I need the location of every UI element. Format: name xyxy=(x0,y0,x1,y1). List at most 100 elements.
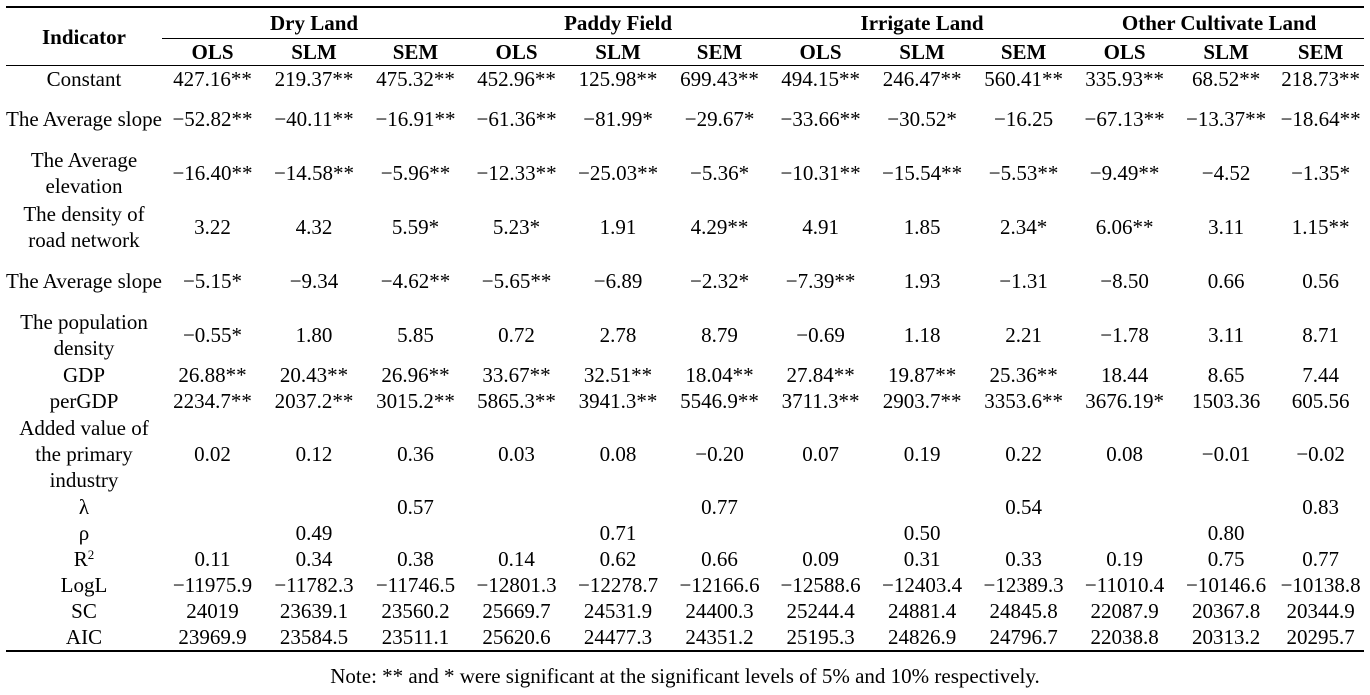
row-label-text: GDP xyxy=(62,363,105,387)
method-header: SEM xyxy=(973,38,1075,66)
table-cell: 0.08 xyxy=(599,442,637,466)
row-label: LogL xyxy=(6,572,162,598)
table-cell: −25.03** xyxy=(577,161,659,185)
table-cell: 25.36** xyxy=(989,363,1058,387)
table-cell: 0.09 xyxy=(802,547,839,571)
table-cell: −12.33** xyxy=(476,161,557,185)
table-cell: 1.91 xyxy=(599,215,637,239)
table-cell: −14.58** xyxy=(273,161,355,185)
method-header: SLM xyxy=(871,38,974,66)
row-label: The Average slope xyxy=(6,92,162,146)
table-cell: 5865.3** xyxy=(477,389,556,413)
table-cell: 125.98** xyxy=(578,67,658,91)
table-cell: −8.50 xyxy=(1100,269,1149,293)
table-cell: 0.75 xyxy=(1207,547,1245,571)
table-cell: 0.22 xyxy=(1005,442,1042,466)
row-label-text: Constant xyxy=(46,67,122,91)
table-cell: 3711.3** xyxy=(781,389,860,413)
method-header: SEM xyxy=(1277,38,1365,66)
table-cell xyxy=(1175,494,1277,520)
table-cell: −67.13** xyxy=(1084,107,1165,131)
table-cell: 0.34 xyxy=(295,547,333,571)
table-cell xyxy=(973,520,1074,546)
row-label-text: perGDP xyxy=(49,389,119,413)
row-label-text: Added value of the primary industry xyxy=(19,416,149,492)
row-label: R2 xyxy=(6,546,162,572)
table-cell: 475.32** xyxy=(376,67,455,91)
table-cell: 1.15** xyxy=(1291,215,1350,239)
table-cell: 0.54 xyxy=(1005,495,1042,519)
table-cell: −16.25 xyxy=(994,107,1054,131)
table-cell: 219.37** xyxy=(274,67,354,91)
row-label-text: ρ xyxy=(78,521,90,545)
row-label-text: The Average elevation xyxy=(30,148,138,198)
table-cell: 0.49 xyxy=(295,521,333,545)
table-cell xyxy=(162,520,263,546)
table-row: Constant 427.16** 219.37** 475.32** 452.96**… xyxy=(6,66,1364,93)
table-cell xyxy=(770,520,871,546)
method-header: OLS xyxy=(466,38,568,66)
table-cell: 560.41** xyxy=(984,67,1063,91)
table-cell xyxy=(669,520,770,546)
method-header: OLS xyxy=(770,38,872,66)
table-cell: 1.93 xyxy=(903,269,941,293)
table-cell: 0.57 xyxy=(397,495,434,519)
table-row: The population density −0.55* 1.80 5.85 0.72… xyxy=(6,308,1364,362)
row-label: GDP xyxy=(6,362,162,388)
row-label: perGDP xyxy=(6,388,162,414)
table-cell: −12278.7 xyxy=(577,573,659,597)
method-header: SLM xyxy=(1175,38,1278,66)
table-cell: 0.80 xyxy=(1207,521,1245,545)
table-cell: 24400.3 xyxy=(685,599,754,623)
table-cell: 0.19 xyxy=(1106,547,1143,571)
table-cell: 335.93** xyxy=(1085,67,1164,91)
table-row: ρ 0.49 0.71 0.50 0.80 xyxy=(6,520,1364,546)
table-cell: −12166.6 xyxy=(679,573,760,597)
table-cell: 6.06** xyxy=(1095,215,1154,239)
table-cell: 8.71 xyxy=(1302,323,1339,347)
table-cell: −9.34 xyxy=(289,269,339,293)
table-cell: 0.56 xyxy=(1302,269,1339,293)
row-label-text: The Average slope xyxy=(6,269,162,293)
table-cell: 0.38 xyxy=(397,547,434,571)
table-cell: 4.91 xyxy=(802,215,839,239)
table-cell: −81.99* xyxy=(583,107,653,131)
table-cell: −10146.6 xyxy=(1186,573,1267,597)
table-cell: 24531.9 xyxy=(583,599,653,623)
row-label-text: λ xyxy=(78,495,90,519)
table-cell xyxy=(1277,520,1364,546)
table-cell: 0.14 xyxy=(498,547,535,571)
row-label: The population density xyxy=(6,308,162,362)
row-label-text: The population density xyxy=(20,310,148,360)
table-cell: −0.02 xyxy=(1296,442,1345,466)
table-cell: −13.37** xyxy=(1186,107,1267,131)
table-cell: −52.82** xyxy=(172,107,253,131)
table-row: The Average elevation −16.40** −14.58** −5.… xyxy=(6,146,1364,200)
table-cell: 23639.1 xyxy=(279,599,349,623)
table-cell: 4.29** xyxy=(690,215,749,239)
table-cell: 0.02 xyxy=(194,442,231,466)
table-cell: −11975.9 xyxy=(172,573,253,597)
table-cell: −7.39** xyxy=(785,269,856,293)
table-cell: 2037.2** xyxy=(274,389,354,413)
method-header: SLM xyxy=(263,38,365,66)
table-cell: 20313.2 xyxy=(1175,624,1278,652)
table-cell: −30.52* xyxy=(887,107,957,131)
method-header: OLS xyxy=(162,38,263,66)
table-cell: −1.78 xyxy=(1100,323,1149,347)
table-row: SC 24019 23639.1 23560.2 25669.7 24531.9 24400… xyxy=(6,598,1364,624)
table-cell: 5546.9** xyxy=(680,389,759,413)
table-cell: 699.43** xyxy=(680,67,759,91)
table-cell: 24019 xyxy=(186,599,239,623)
table-cell: −5.96** xyxy=(380,161,451,185)
table-cell: 1.85 xyxy=(903,215,941,239)
table-cell xyxy=(466,520,567,546)
table-cell: 32.51** xyxy=(583,363,653,387)
row-label: SC xyxy=(6,598,162,624)
table-note: Note: ** and * were significant at the s… xyxy=(330,664,1040,688)
row-label: The Average slope xyxy=(6,254,162,308)
table-body: Constant 427.16** 219.37** 475.32** 452.96**… xyxy=(6,66,1365,652)
table-cell xyxy=(365,520,466,546)
table-cell: −2.32* xyxy=(690,269,750,293)
